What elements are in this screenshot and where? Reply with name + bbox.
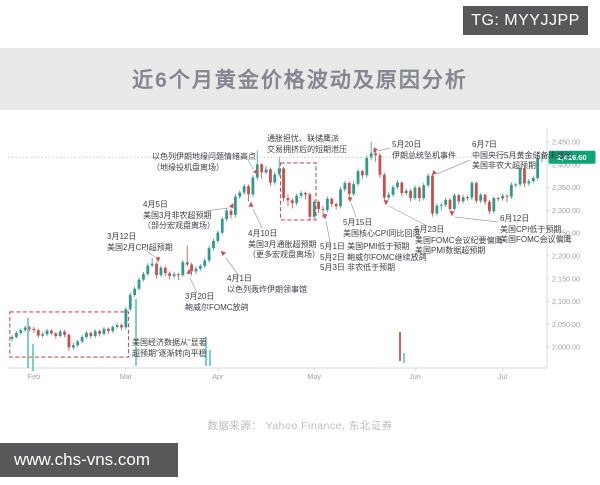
svg-text:Jun: Jun — [409, 372, 421, 381]
svg-text:2,150.00: 2,150.00 — [552, 274, 580, 283]
svg-text:2,250.00: 2,250.00 — [552, 229, 580, 238]
page-title: 近6个月黄金价格波动及原因分析 — [132, 69, 468, 92]
svg-text:2,000.00: 2,000.00 — [552, 343, 580, 352]
svg-text:Feb: Feb — [28, 372, 40, 381]
svg-text:2,100.00: 2,100.00 — [552, 297, 580, 306]
svg-text:2,300.00: 2,300.00 — [552, 206, 580, 215]
telegram-badge: TG: MYYJJPP — [463, 6, 588, 35]
svg-text:2,350.00: 2,350.00 — [552, 183, 580, 192]
svg-text:Jul: Jul — [498, 372, 508, 381]
svg-text:2,050.00: 2,050.00 — [552, 320, 580, 329]
svg-text:2,450.00: 2,450.00 — [552, 138, 580, 147]
svg-text:May: May — [307, 372, 321, 381]
title-band: 近6个月黄金价格波动及原因分析 — [0, 48, 600, 110]
data-source-note: 数据来源： Yahoo Finance, 东北证券 — [207, 420, 393, 432]
svg-text:Mar: Mar — [120, 372, 133, 381]
watermark-badge: www.chs-vns.com — [0, 443, 178, 477]
svg-text:2,400.00: 2,400.00 — [552, 160, 580, 169]
svg-text:Apr: Apr — [212, 372, 224, 381]
svg-text:2,416.60: 2,416.60 — [557, 153, 586, 162]
telegram-badge-label: TG: MYYJJPP — [471, 11, 580, 29]
svg-text:2,200.00: 2,200.00 — [552, 251, 580, 260]
watermark-url: www.chs-vns.com — [14, 450, 151, 469]
